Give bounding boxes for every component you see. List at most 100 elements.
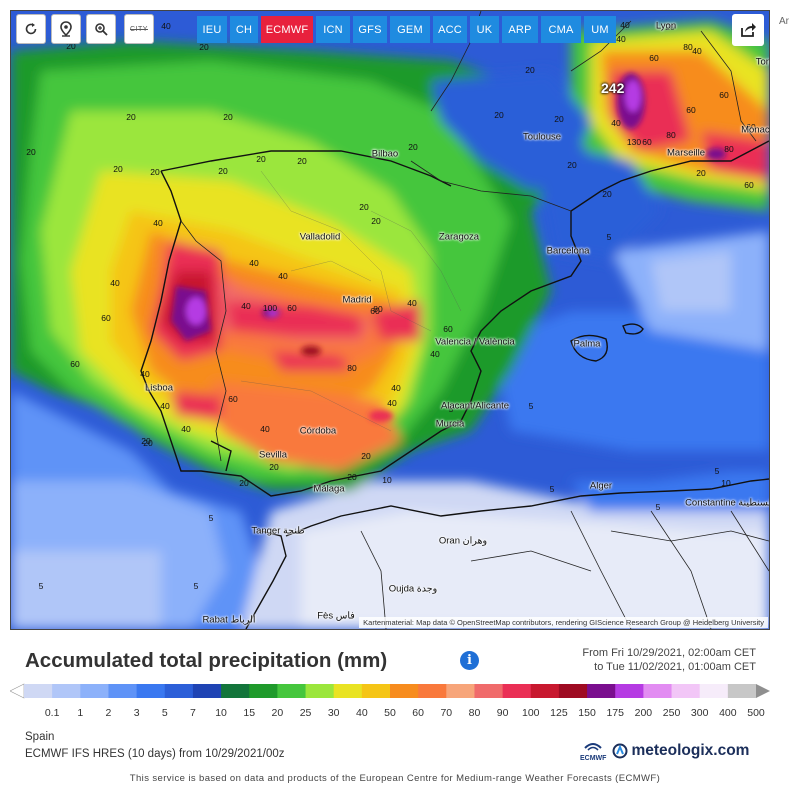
city-label: Oujda وجدة bbox=[388, 583, 438, 595]
scale-tick-label: 5 bbox=[161, 707, 168, 719]
peak-value-label: 242 bbox=[601, 80, 625, 96]
forecast-period: From Fri 10/29/2021, 02:00am CET to Tue … bbox=[582, 646, 756, 674]
model-button-ch[interactable]: CH bbox=[230, 16, 258, 43]
contour-value: 60 bbox=[744, 180, 754, 190]
contour-value: 80 bbox=[683, 42, 693, 52]
contour-value: 40 bbox=[620, 20, 630, 30]
scale-swatch bbox=[80, 684, 109, 698]
contour-value: 5 bbox=[448, 404, 454, 414]
contour-value: 20 bbox=[361, 451, 371, 461]
contour-value: 40 bbox=[161, 21, 171, 31]
scale-swatch bbox=[558, 684, 588, 698]
contour-value: 20 bbox=[113, 164, 123, 174]
model-button-ieu[interactable]: IEU bbox=[197, 16, 227, 43]
scale-tick-label: 80 bbox=[468, 707, 481, 719]
model-button-gfs[interactable]: GFS bbox=[353, 16, 387, 43]
borders bbox=[180, 11, 769, 629]
contour-value: 40 bbox=[153, 218, 163, 228]
contour-value: 40 bbox=[430, 349, 440, 359]
city-label: Fès فاس bbox=[317, 610, 355, 622]
contour-value: 60 bbox=[746, 122, 756, 132]
info-icon[interactable]: i bbox=[460, 651, 479, 670]
scale-swatch bbox=[587, 684, 616, 698]
scale-tick-label: 40 bbox=[356, 707, 368, 719]
contour-value: 10 bbox=[721, 478, 731, 488]
scale-swatch bbox=[192, 684, 222, 698]
scale-swatch bbox=[361, 684, 391, 698]
contour-value: 20 bbox=[256, 154, 266, 164]
contour-value: 60 bbox=[101, 313, 111, 323]
scale-labels: 0.1 1 2 3 5 7 10 15 20 25 30 40 50 60 70 80 90 100 125 150 1… bbox=[0, 707, 790, 721]
scale-swatch bbox=[221, 684, 250, 698]
model-button-um[interactable]: UM bbox=[584, 16, 616, 43]
scale-swatch bbox=[52, 684, 81, 698]
brand-name[interactable]: meteologix.com bbox=[631, 742, 750, 759]
contour-value: 5 bbox=[193, 581, 199, 591]
model-button-arp[interactable]: ARP bbox=[502, 16, 538, 43]
city-label: Marseille bbox=[666, 147, 706, 159]
precipitation-field bbox=[11, 11, 769, 629]
period-to: to Tue 11/02/2021, 01:00am CET bbox=[594, 661, 756, 673]
scale-arrow-left bbox=[10, 683, 25, 699]
city-label: Córdoba bbox=[299, 425, 337, 437]
model-button-icn[interactable]: ICN bbox=[316, 16, 350, 43]
scale-tick-label: 150 bbox=[578, 707, 596, 719]
scale-tick-label: 90 bbox=[496, 707, 509, 719]
contour-value: 40 bbox=[616, 34, 626, 44]
contour-value: 20 bbox=[665, 22, 675, 32]
scale-swatch bbox=[136, 684, 166, 698]
scale-tick-label: 25 bbox=[299, 707, 312, 719]
city-label: Madrid bbox=[342, 294, 372, 306]
city-label: Lisboa bbox=[145, 382, 173, 394]
contour-value: 20 bbox=[408, 142, 418, 152]
location-button[interactable] bbox=[51, 14, 81, 44]
scale-tick-label: 30 bbox=[327, 707, 340, 719]
scale-tick-label: 2 bbox=[105, 707, 112, 719]
city-label: Oran وهران bbox=[438, 535, 488, 547]
city-label: Valladolid bbox=[299, 231, 341, 243]
scale-tick-label: 50 bbox=[384, 707, 396, 719]
scale-tick-label: 300 bbox=[690, 707, 709, 719]
contour-value: 20 bbox=[347, 472, 357, 482]
model-button-gem[interactable]: GEM bbox=[390, 16, 430, 43]
scale-tick-label: 175 bbox=[606, 707, 624, 719]
model-button-ecmwf[interactable]: ECMWF bbox=[261, 16, 313, 43]
contour-value: 40 bbox=[249, 258, 259, 268]
scale-swatch bbox=[108, 684, 138, 698]
scale-swatch bbox=[699, 684, 729, 698]
contour-value: 80 bbox=[373, 304, 383, 314]
model-button-cma[interactable]: CMA bbox=[541, 16, 581, 43]
contour-value: 40 bbox=[407, 298, 417, 308]
contour-value: 10 bbox=[382, 475, 392, 485]
contour-value: 40 bbox=[611, 118, 621, 128]
share-button[interactable] bbox=[732, 14, 764, 46]
contour-value: 5 bbox=[606, 232, 612, 242]
scale-tick-label: 3 bbox=[133, 707, 140, 719]
scale-swatch bbox=[643, 684, 673, 698]
scale-tick-label: 200 bbox=[634, 707, 653, 719]
model-button-uk[interactable]: UK bbox=[470, 16, 499, 43]
precipitation-map[interactable]: 20 40 20 20 20 20 20 20 20 20 20 40 40 40 40 20 20 60 60 40… bbox=[10, 10, 770, 630]
contour-value: 60 bbox=[70, 359, 80, 369]
refresh-button[interactable] bbox=[16, 14, 46, 44]
city-toggle-icon: CITY bbox=[130, 25, 148, 33]
zoom-button[interactable] bbox=[86, 14, 116, 44]
contour-value: 60 bbox=[642, 137, 652, 147]
contour-value: 20 bbox=[239, 478, 249, 488]
scale-tick-label: 70 bbox=[440, 707, 453, 719]
contour-value: 60 bbox=[686, 105, 696, 115]
city-label: Málaga bbox=[313, 483, 345, 495]
city-label: Alger bbox=[589, 480, 613, 492]
ecmwf-logo-icon bbox=[584, 742, 602, 751]
scale-tick-label: 250 bbox=[662, 707, 681, 719]
contour-value: 40 bbox=[387, 398, 397, 408]
model-button-acc[interactable]: ACC bbox=[433, 16, 467, 43]
scale-arrow-right bbox=[756, 684, 770, 698]
ecmwf-logo: ECMWF bbox=[580, 740, 606, 763]
contour-value: 5 bbox=[208, 513, 214, 523]
scale-swatch bbox=[474, 684, 504, 698]
contour-value: 60 bbox=[228, 394, 238, 404]
city-label: Lyon bbox=[655, 20, 677, 32]
scale-swatch bbox=[418, 684, 447, 698]
city-toggle-button[interactable]: CITY bbox=[124, 14, 154, 44]
